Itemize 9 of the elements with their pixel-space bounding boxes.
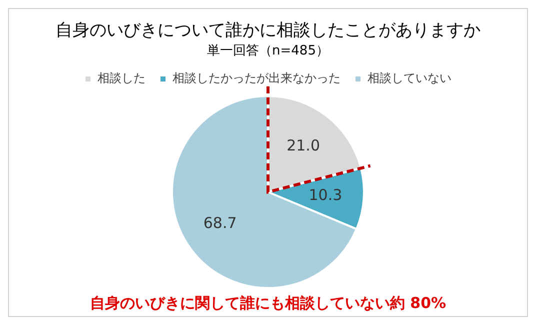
data-label: 68.7 (203, 214, 237, 232)
chart-title: 自身のいびきについて誰かに相談したことがありますか (56, 20, 480, 41)
text: 自身のいびきに関して誰にも相談していない約 80% (88, 293, 448, 313)
data-label: 21.0 (286, 136, 320, 154)
chart-subtitle: 単一回答（n=485） (207, 44, 329, 59)
legend-label: 相談した (98, 71, 146, 86)
legend-label: 相談したかったが出来なかった (172, 71, 340, 86)
data-label: 10.3 (308, 186, 342, 204)
legend-label: 相談していない (368, 71, 452, 86)
